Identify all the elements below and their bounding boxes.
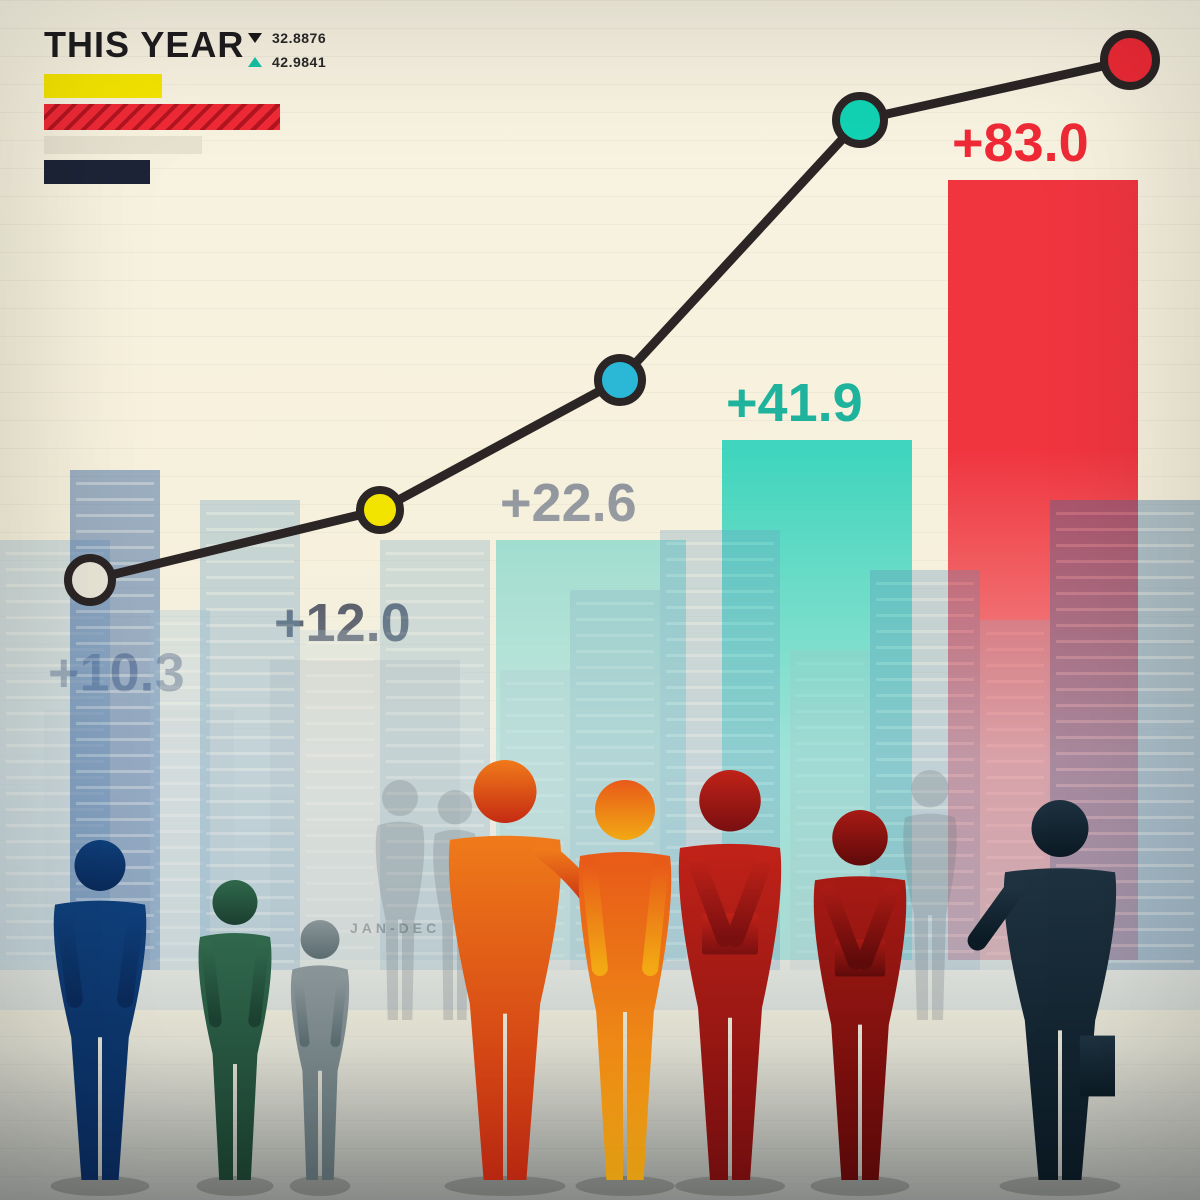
- bar-value-label: +83.0: [952, 112, 1089, 174]
- header-block: THIS YEAR: [44, 24, 244, 66]
- bar: [722, 440, 912, 960]
- bar: [270, 660, 460, 960]
- triangle-down-icon: [248, 33, 262, 43]
- bar: [496, 540, 686, 960]
- triangle-up-icon: [248, 57, 262, 67]
- legend-value: 32.8876: [272, 30, 326, 46]
- bar-value-label: +12.0: [274, 592, 411, 654]
- floor-reflection: [0, 960, 1200, 1200]
- bar-value-label: +22.6: [500, 472, 637, 534]
- legend-swatch: [44, 136, 202, 154]
- chart-stage: THIS YEAR 32.8876 42.9841 +10.3 +12.0 +22.6…: [0, 0, 1200, 1200]
- axis-period-label: JAN-DEC: [350, 920, 440, 936]
- legend-value: 42.9841: [272, 54, 326, 70]
- bar: [44, 710, 234, 960]
- legend-swatch: [44, 104, 280, 130]
- bar-value-label: +10.3: [48, 642, 185, 704]
- trend-point: [360, 490, 400, 530]
- bar: [948, 180, 1138, 960]
- legend-value-row: 32.8876: [248, 30, 326, 46]
- legend-value-row: 42.9841: [248, 54, 326, 70]
- trend-point: [1104, 34, 1156, 86]
- trend-point: [836, 96, 884, 144]
- legend-swatch: [44, 160, 150, 184]
- trend-point: [598, 358, 642, 402]
- trend-point: [68, 558, 112, 602]
- legend-swatch: [44, 74, 162, 98]
- header-title: THIS YEAR: [44, 24, 244, 66]
- bar-value-label: +41.9: [726, 372, 863, 434]
